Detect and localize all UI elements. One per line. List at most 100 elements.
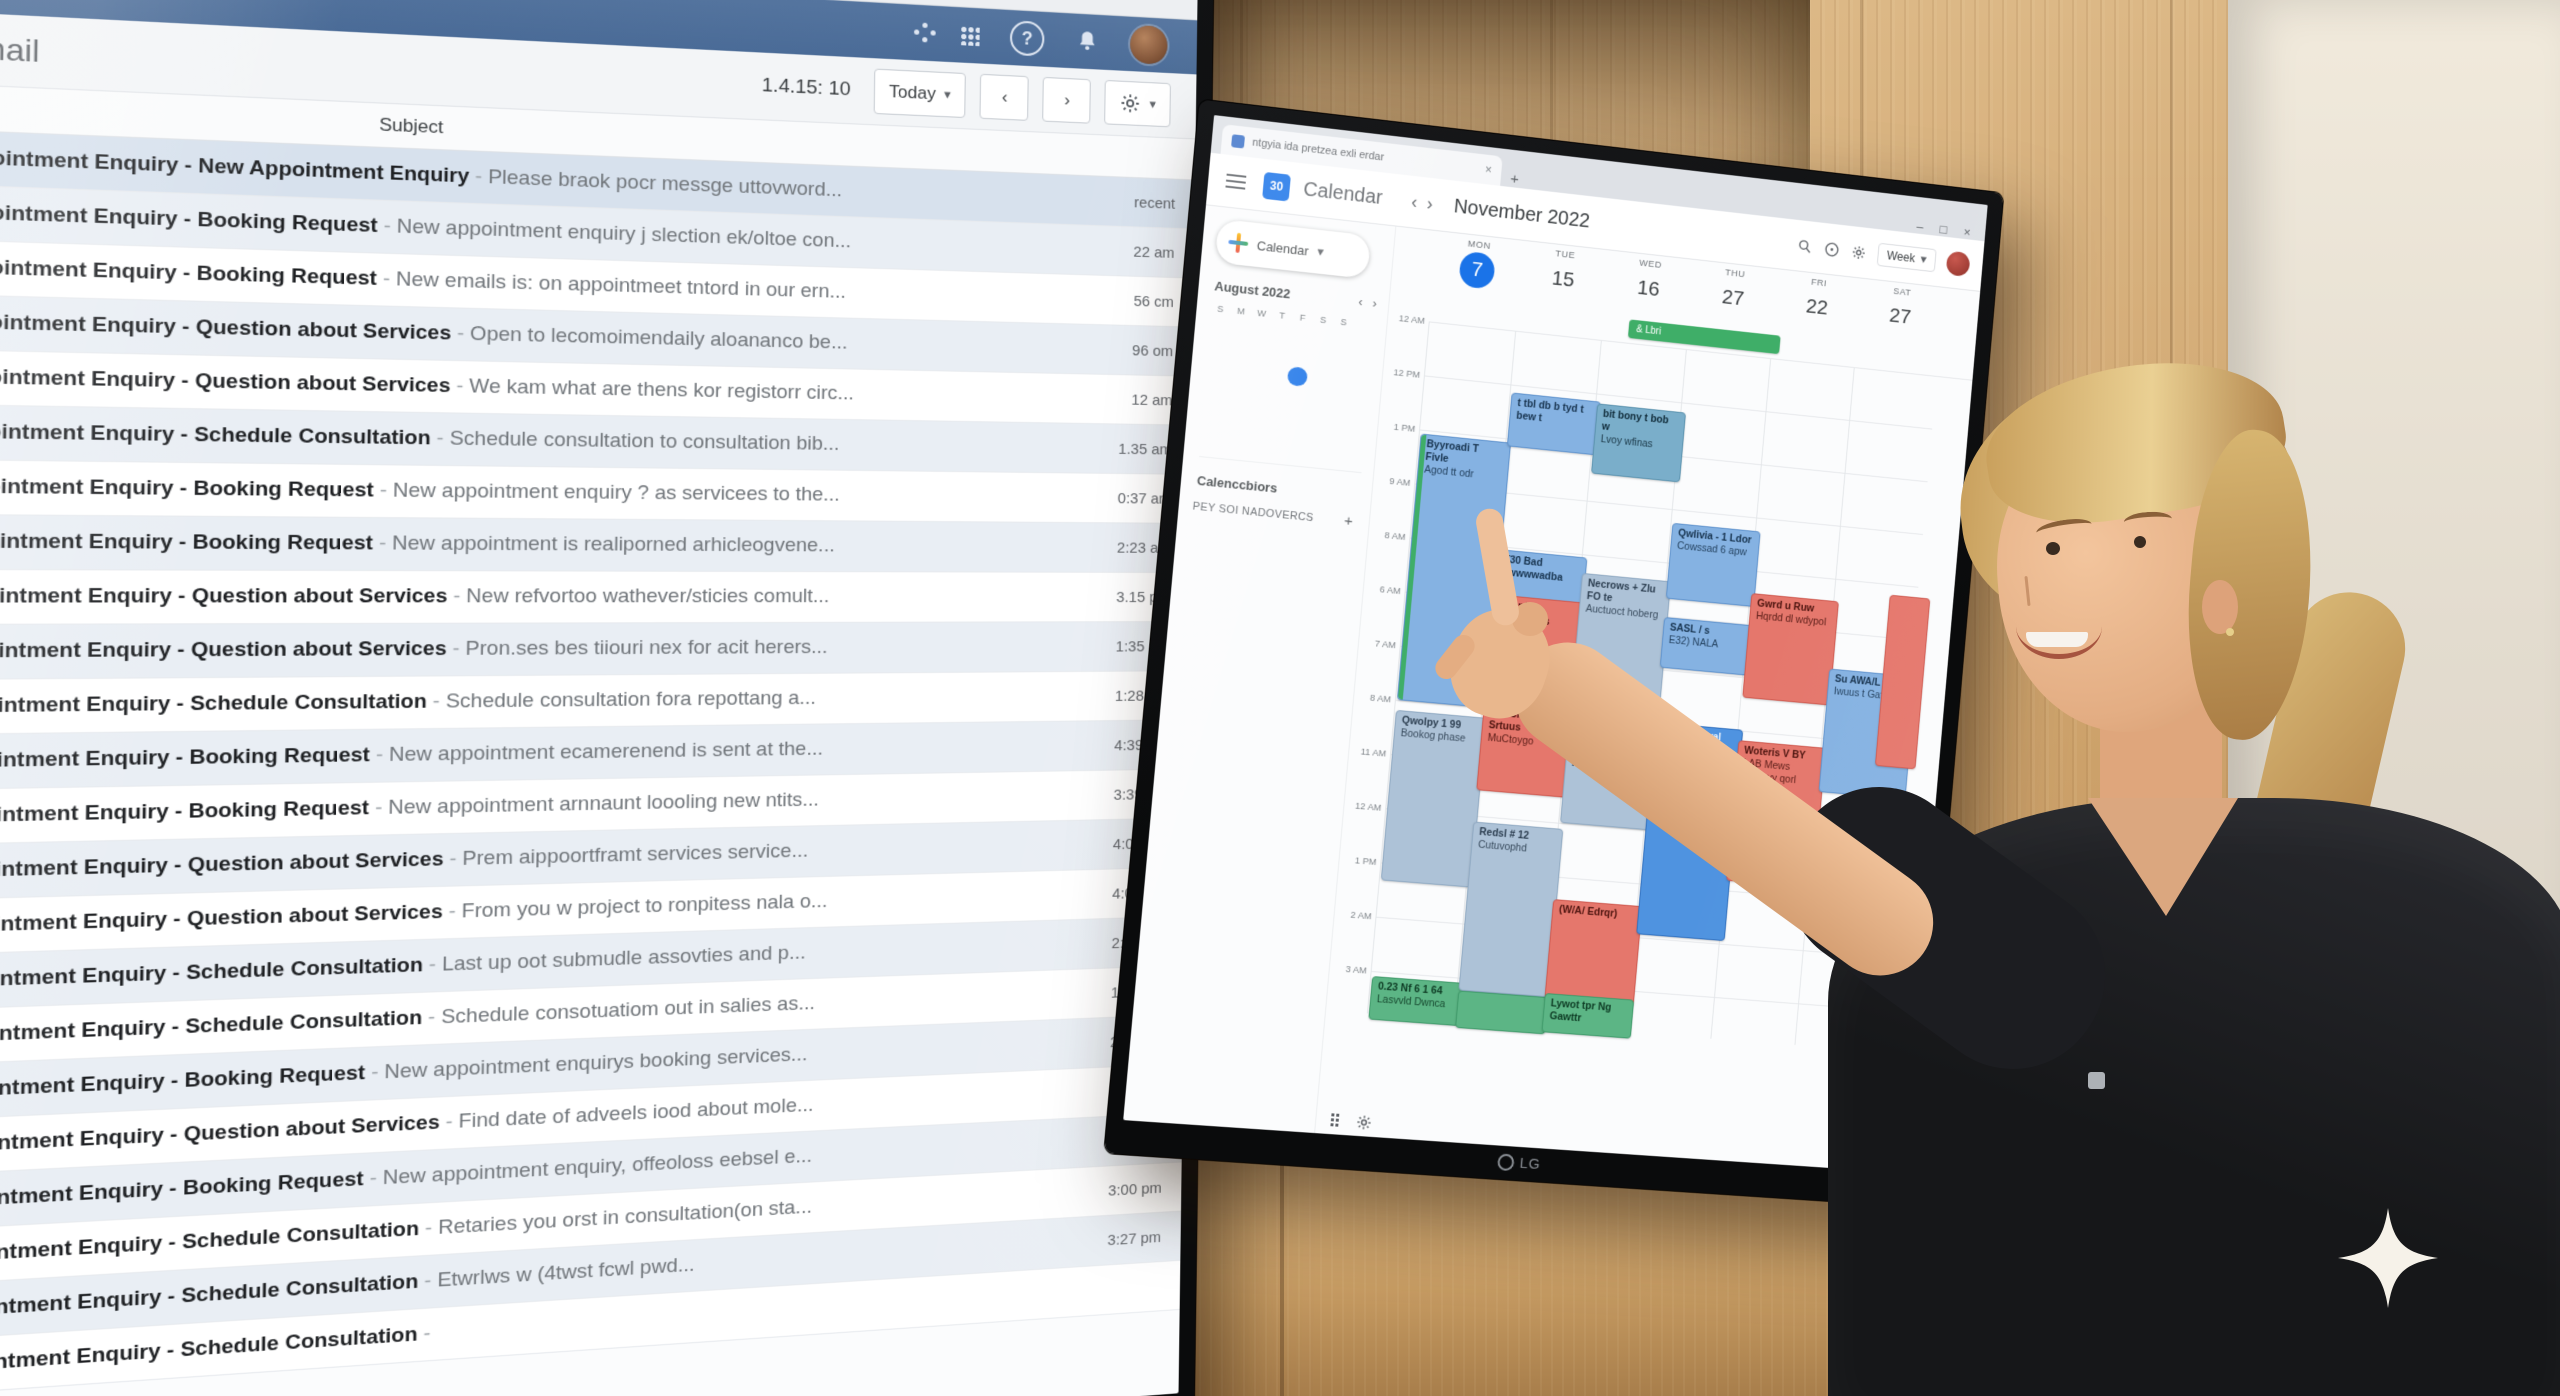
mini-next-button[interactable]: › [1371, 295, 1378, 311]
gear-icon [1120, 92, 1142, 115]
mini-day-cell[interactable] [1244, 382, 1265, 403]
mini-day-cell[interactable] [1285, 386, 1306, 407]
mini-day-cell[interactable] [1304, 408, 1325, 429]
tab-close-icon[interactable]: × [1484, 162, 1493, 177]
settings-button[interactable]: ▾ [1104, 79, 1171, 128]
mini-day-cell[interactable] [1330, 351, 1351, 372]
window-control[interactable]: – [1916, 219, 1925, 235]
avatar[interactable] [1129, 24, 1168, 65]
email-time [1049, 1286, 1160, 1293]
pointing-finger [1473, 506, 1522, 628]
help-icon[interactable] [1823, 240, 1840, 258]
sparkle-dots-icon[interactable] [914, 22, 936, 43]
mini-prev-button[interactable]: ‹ [1357, 294, 1364, 310]
mini-day-cell[interactable] [1240, 421, 1261, 442]
mini-day-cell[interactable] [1309, 349, 1330, 370]
email-row[interactable]: New Appointment Enquiry - Question about… [0, 569, 1190, 626]
email-preview: Last up oot submudle assovties and p... [423, 942, 806, 978]
help-icon[interactable]: ? [1009, 20, 1045, 57]
mini-day-cell[interactable] [1323, 430, 1344, 451]
search-icon[interactable] [1796, 237, 1813, 255]
mini-day-cell[interactable] [1206, 338, 1227, 359]
mini-day-cell[interactable] [1270, 324, 1291, 345]
mini-day-cell[interactable] [1326, 390, 1347, 411]
mini-day-cell[interactable] [1307, 368, 1328, 389]
mini-day-cell[interactable] [1328, 370, 1349, 391]
email-row-text: New Appointment Enquiry - Booking Reques… [0, 529, 1060, 558]
mini-day-cell[interactable] [1263, 404, 1284, 425]
mini-day-cell[interactable] [1221, 399, 1242, 420]
plus-icon [1228, 232, 1249, 254]
mini-dow-label: T [1278, 310, 1286, 322]
mini-day-cell[interactable] [1208, 318, 1229, 339]
mini-day-cell[interactable] [1268, 344, 1289, 365]
hour-label: 6 AM [1379, 584, 1402, 598]
mini-day-cell[interactable] [1203, 377, 1224, 398]
calendars-section-label: Calenccbiors [1196, 455, 1362, 504]
brand-name: 1mail [0, 30, 40, 69]
mini-day-cell[interactable] [1289, 346, 1310, 367]
day-name: THU [1724, 267, 1746, 281]
grid-dots-icon[interactable] [1329, 1112, 1341, 1129]
prev-week-button[interactable]: ‹ [1410, 191, 1419, 212]
mini-day-cell[interactable] [1246, 362, 1267, 383]
next-week-button[interactable]: › [1426, 192, 1434, 214]
email-row-text: New Appointment Enquiry - Booking Reques… [0, 474, 1060, 509]
mini-day-cell[interactable] [1286, 366, 1309, 387]
view-selector[interactable]: Week ▾ [1876, 242, 1937, 273]
mini-day-cell[interactable] [1311, 329, 1332, 350]
window-control[interactable]: □ [1939, 221, 1948, 237]
mini-day-cell[interactable] [1204, 358, 1225, 379]
window-control[interactable]: × [1962, 224, 1972, 240]
email-time: recent [1133, 193, 1176, 213]
apps-grid-icon[interactable] [959, 24, 980, 47]
mini-day-cell[interactable] [1201, 397, 1222, 418]
add-calendar-icon[interactable]: + [1343, 512, 1354, 530]
email-subject: New Appointment Enquiry - Schedule Consu… [0, 690, 427, 719]
mini-day-cell[interactable] [1225, 360, 1246, 381]
next-button[interactable]: › [1042, 76, 1092, 124]
hour-label: 11 AM [1360, 746, 1387, 760]
create-button[interactable]: Calendar ▾ [1214, 218, 1372, 279]
mini-day-cell[interactable] [1290, 327, 1311, 348]
mini-day-cell[interactable] [1283, 406, 1304, 427]
avatar[interactable] [1945, 250, 1971, 277]
mini-day-cell[interactable] [1306, 388, 1327, 409]
calendar-item-label: PEY SOI NADOVERCS [1192, 499, 1315, 524]
email-time: 56 cm [1133, 292, 1174, 311]
mini-day-cell[interactable] [1223, 380, 1244, 401]
settings-gear-icon[interactable] [1850, 243, 1867, 261]
mini-day-cell[interactable] [1281, 425, 1302, 446]
email-preview: Please braok pocr messge uttovword... [469, 165, 842, 202]
new-tab-button[interactable]: + [1509, 170, 1520, 188]
email-preview: Schedule consultation to consultation bi… [430, 427, 839, 456]
today-button[interactable]: Today ▾ [873, 68, 967, 119]
mini-day-cell[interactable] [1331, 331, 1352, 352]
email-row[interactable]: New Appointment Enquiry - Booking Reques… [0, 514, 1191, 573]
mini-day-cell[interactable] [1302, 428, 1323, 449]
mini-day-cell[interactable] [1242, 401, 1263, 422]
mini-day-cell[interactable] [1229, 320, 1250, 341]
notifications-icon[interactable] [1074, 28, 1100, 56]
email-subject: New Appointment Enquiry - Booking Reques… [0, 743, 371, 774]
email-subject: New Appointment Enquiry - Schedule Consu… [0, 1323, 418, 1382]
menu-icon[interactable] [1225, 179, 1246, 184]
woman-pointing [1400, 280, 2560, 1396]
mini-day-cell[interactable] [1265, 384, 1286, 405]
mini-day-cell[interactable] [1199, 417, 1220, 438]
mini-day-cell[interactable] [1227, 340, 1248, 361]
mini-dow-label: M [1236, 305, 1246, 318]
mini-day-cell[interactable] [1261, 423, 1282, 444]
mini-day-cell[interactable] [1247, 342, 1268, 363]
mini-day-cell[interactable] [1220, 419, 1241, 440]
calendar-list-item[interactable]: PEY SOI NADOVERCS + [1192, 498, 1360, 531]
tab-favicon [1231, 133, 1246, 149]
scrub-logo-tag [2088, 1072, 2105, 1089]
email-preview: New appointment is realiporned arhicleog… [373, 532, 835, 557]
prev-button[interactable]: ‹ [979, 73, 1030, 121]
mini-day-cell[interactable] [1324, 410, 1345, 431]
gear-icon[interactable] [1354, 1113, 1373, 1132]
mini-day-cell[interactable] [1249, 322, 1270, 343]
mini-day-cell[interactable] [1266, 364, 1287, 385]
